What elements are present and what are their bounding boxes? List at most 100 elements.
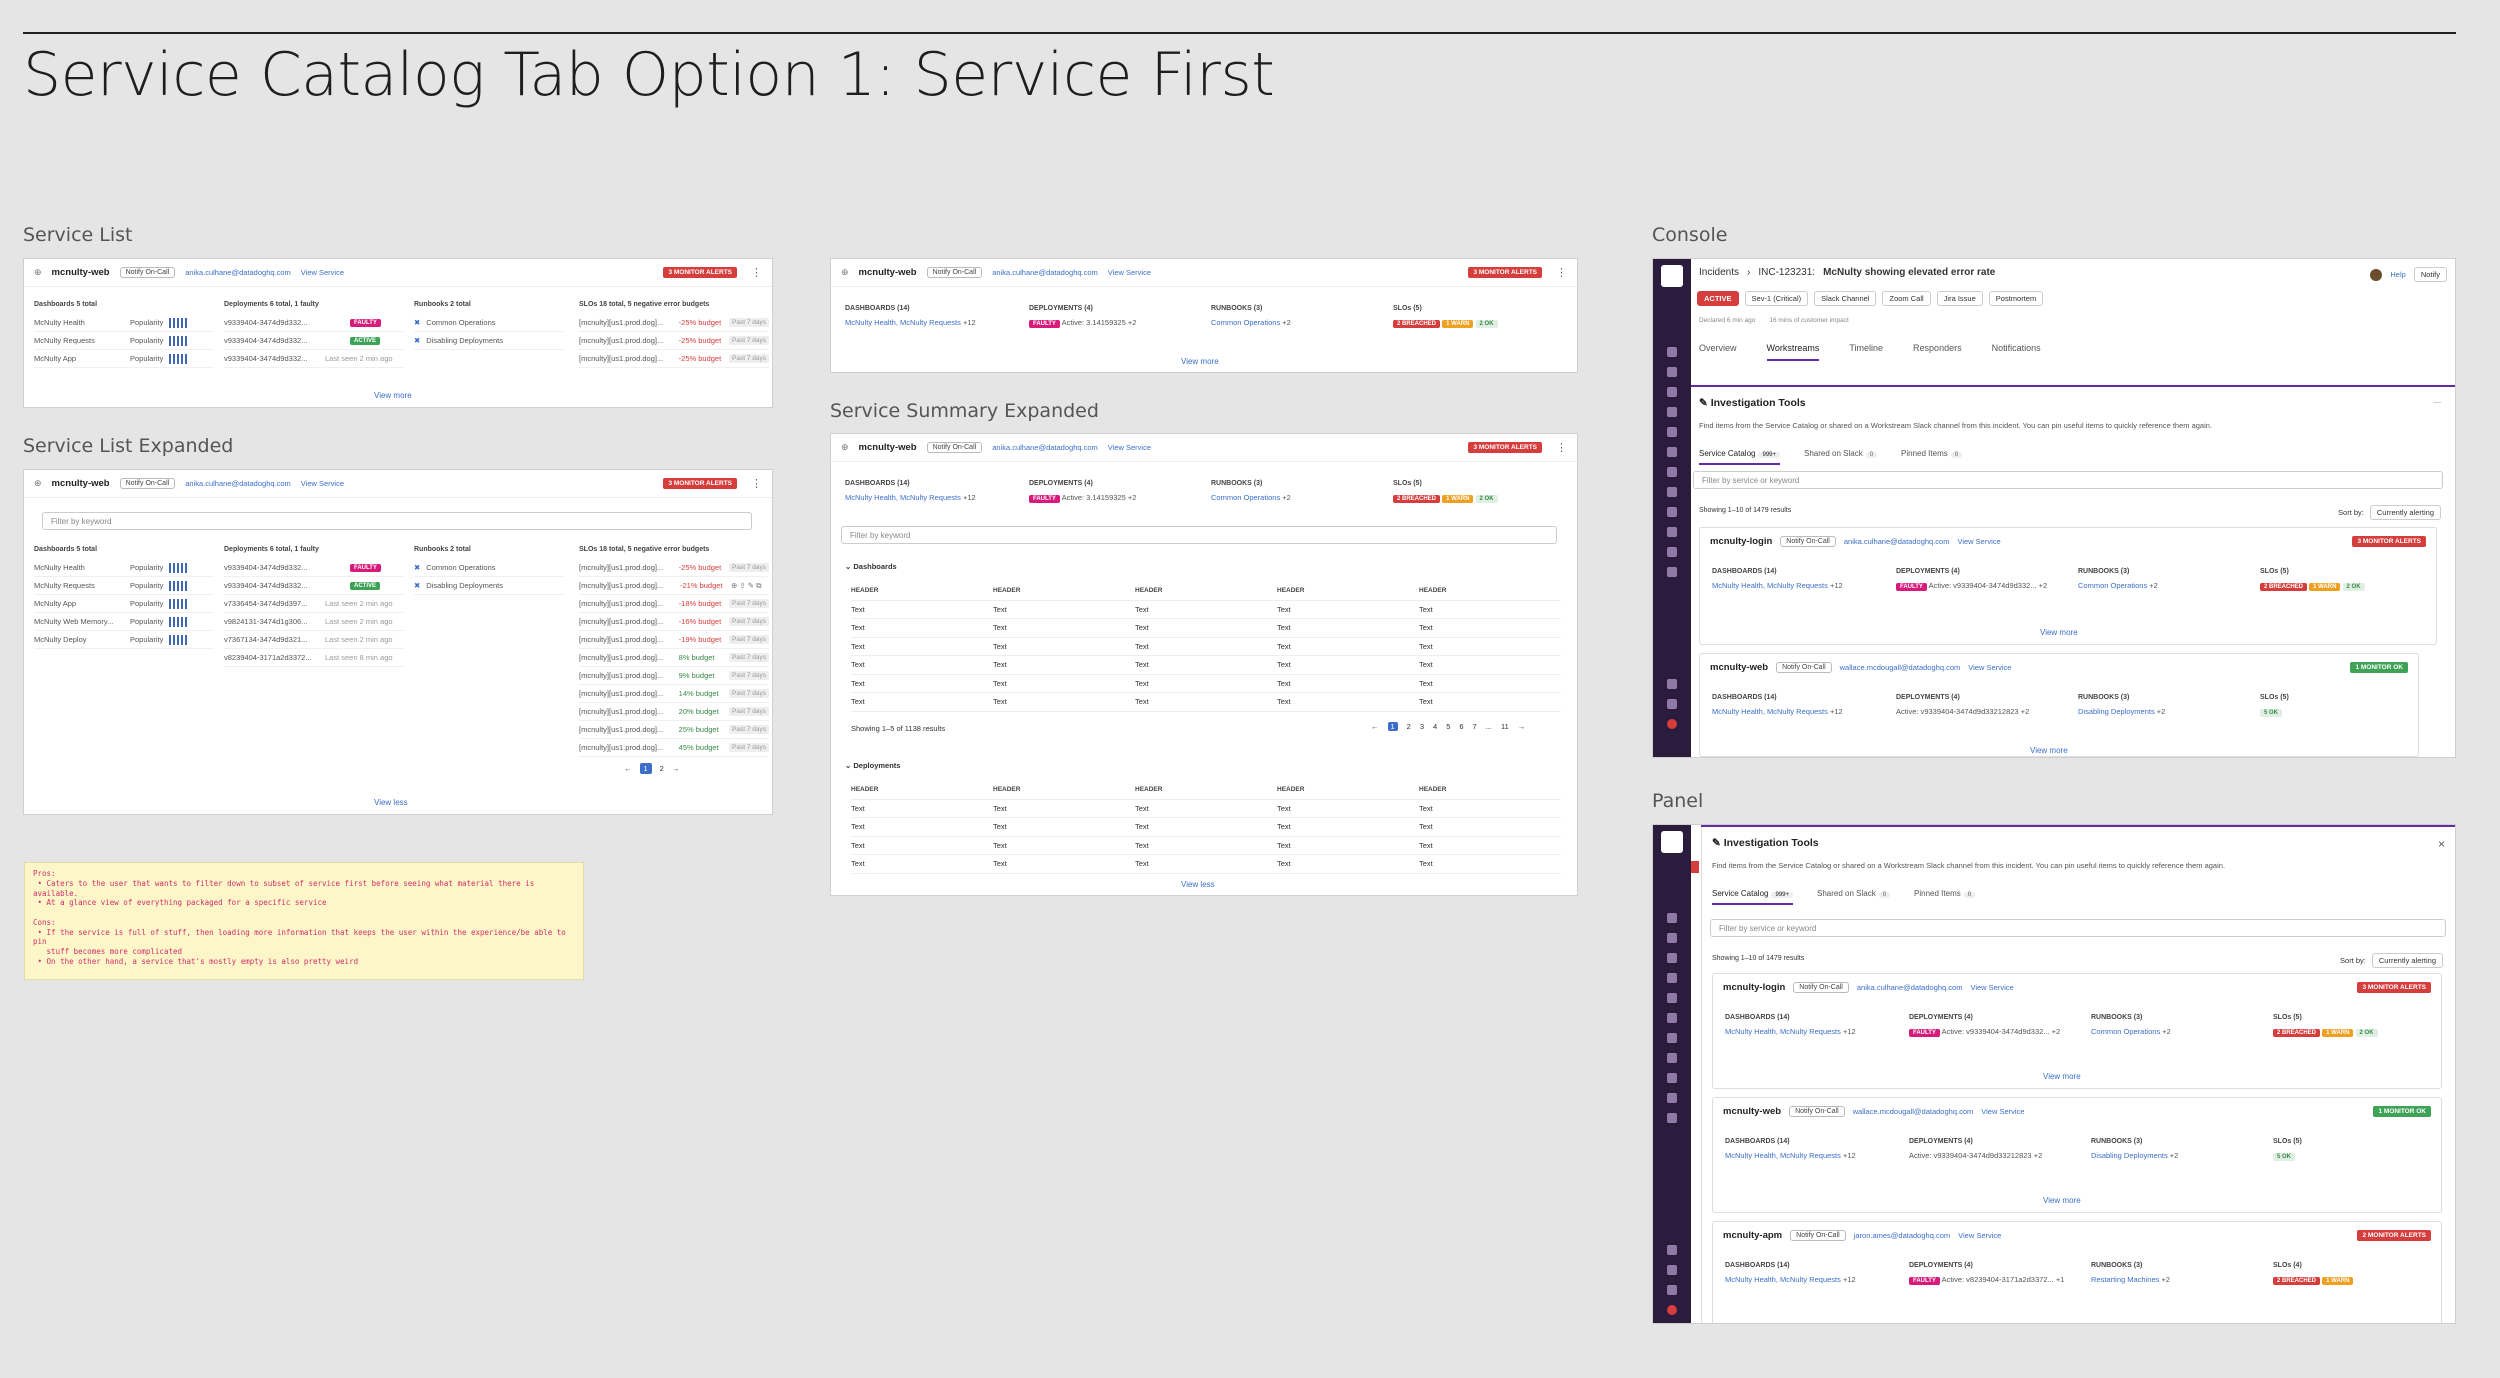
notify-oncall-button[interactable]: Notify On-Call bbox=[119, 267, 176, 278]
more-options-icon[interactable]: ⋮ bbox=[1556, 267, 1567, 279]
monitor-alerts-badge[interactable]: 3 MONITOR ALERTS bbox=[2357, 982, 2431, 993]
monitor-alerts-badge[interactable]: 3 MONITOR ALERTS bbox=[663, 267, 737, 278]
monitor-alerts-badge[interactable]: 3 MONITOR ALERTS bbox=[1468, 267, 1542, 278]
view-more-link[interactable]: View more bbox=[2030, 746, 2068, 755]
sort-dropdown[interactable]: Currently alerting bbox=[2369, 505, 2441, 520]
nav-icon[interactable] bbox=[1667, 1053, 1677, 1063]
owner-email[interactable]: jaron.ames@datadoghq.com bbox=[1853, 1231, 1951, 1240]
view-more-link[interactable]: View more bbox=[2040, 628, 2078, 637]
settings-icon[interactable] bbox=[1667, 1285, 1677, 1295]
monitor-ok-badge[interactable]: 1 MONITOR OK bbox=[2373, 1106, 2431, 1117]
list-item[interactable]: v7367134-3474d9d321... Last seen 2 min ag… bbox=[224, 631, 404, 649]
list-item[interactable]: v9339404-3474d9d332... Last seen 2 min ag… bbox=[224, 350, 404, 368]
list-item[interactable]: ✖ Common Operations bbox=[414, 559, 564, 577]
view-service-link[interactable]: View Service bbox=[1981, 1107, 2025, 1116]
service-filter-input[interactable]: Filter by service or keyword bbox=[1693, 471, 2443, 489]
list-item[interactable]: v9824131-3474d1g306... Last seen 2 min ag… bbox=[224, 613, 404, 631]
group-dashboards-toggle[interactable]: ⌄ Dashboards bbox=[845, 562, 897, 571]
table-row[interactable]: Text Text Text Text Text bbox=[851, 675, 1561, 693]
monitor-alerts-badge[interactable]: 3 MONITOR ALERTS bbox=[663, 478, 737, 489]
nav-icon[interactable] bbox=[1667, 487, 1677, 497]
list-item[interactable]: [mcnulty][us1.prod.dog]... 9% budget Past … bbox=[579, 667, 769, 685]
tab-timeline[interactable]: Timeline bbox=[1849, 343, 1884, 353]
page-button[interactable]: 7 bbox=[1472, 722, 1477, 731]
service-name[interactable]: mcnulty-apm bbox=[1723, 1230, 1783, 1241]
close-icon[interactable]: × bbox=[2437, 837, 2445, 851]
view-service-link[interactable]: View Service bbox=[300, 268, 345, 277]
page-button[interactable]: 11 bbox=[1500, 722, 1509, 731]
monitor-alerts-badge[interactable]: 2 MONITOR ALERTS bbox=[2357, 1230, 2431, 1241]
notify-oncall-button[interactable]: Notify On-Call bbox=[1789, 1106, 1845, 1117]
nav-icon[interactable] bbox=[1667, 973, 1677, 983]
list-item[interactable]: [mcnulty][us1.prod.dog]... -25% budget Pas… bbox=[579, 559, 769, 577]
list-item[interactable]: McNulty App Popularity bbox=[34, 350, 214, 368]
prev-page-icon[interactable]: ← bbox=[624, 764, 632, 773]
subtab-service-catalog[interactable]: Service Catalog 999+ bbox=[1699, 449, 1780, 465]
table-row[interactable]: Text Text Text Text Text bbox=[851, 656, 1561, 675]
owner-email[interactable]: anika.culhane@datadoghq.com bbox=[992, 443, 1098, 452]
list-item[interactable]: v9339404-3474d9d332... ACTIVE bbox=[224, 332, 404, 350]
service-name[interactable]: mcnulty-web bbox=[1710, 662, 1769, 673]
list-item[interactable]: [mcnulty][us1.prod.dog]... -25% budget Pas… bbox=[579, 314, 769, 332]
monitor-alerts-badge[interactable]: 3 MONITOR ALERTS bbox=[1468, 442, 1542, 453]
view-less-link[interactable]: View less bbox=[1181, 880, 1215, 889]
list-item[interactable]: v9339404-3474d9d332... ACTIVE bbox=[224, 577, 404, 595]
list-item[interactable]: [mcnulty][us1.prod.dog]... -16% budget Pas… bbox=[579, 613, 769, 631]
list-item[interactable]: [mcnulty][us1.prod.dog]... 20% budget Past… bbox=[579, 703, 769, 721]
nav-icon[interactable] bbox=[1667, 933, 1677, 943]
datadog-logo-icon[interactable] bbox=[1661, 265, 1683, 287]
datadog-logo-icon[interactable] bbox=[1661, 831, 1683, 853]
page-button[interactable]: 4 bbox=[1433, 722, 1438, 731]
nav-icon[interactable] bbox=[1667, 1013, 1677, 1023]
nav-icon[interactable] bbox=[1667, 467, 1677, 477]
nav-icon[interactable] bbox=[1667, 1073, 1677, 1083]
nav-icon[interactable] bbox=[1667, 407, 1677, 417]
notify-oncall-button[interactable]: Notify On-Call bbox=[1780, 536, 1836, 547]
notify-oncall-button[interactable]: Notify On-Call bbox=[1793, 982, 1849, 993]
prev-page-icon[interactable]: ← bbox=[1371, 722, 1379, 731]
service-name[interactable]: mcnulty-web bbox=[858, 267, 917, 278]
nav-icon[interactable] bbox=[1667, 527, 1677, 537]
notify-oncall-button[interactable]: Notify On-Call bbox=[1776, 662, 1832, 673]
service-name[interactable]: mcnulty-web bbox=[1723, 1106, 1782, 1117]
list-item[interactable]: McNulty Web Memory... Popularity bbox=[34, 613, 214, 631]
nav-icon[interactable] bbox=[1667, 547, 1677, 557]
more-options-icon[interactable]: ⋮ bbox=[751, 478, 762, 490]
list-item[interactable]: [mcnulty][us1.prod.dog]... 8% budget Past … bbox=[579, 649, 769, 667]
view-more-link[interactable]: View more bbox=[2043, 1196, 2081, 1205]
list-item[interactable]: v9339404-3474d9d332... FAULTY bbox=[224, 314, 404, 332]
table-row[interactable]: Text Text Text Text Text bbox=[851, 800, 1561, 818]
view-service-link[interactable]: View Service bbox=[1107, 443, 1152, 452]
list-item[interactable]: [mcnulty][us1.prod.dog]... -18% budget Pas… bbox=[579, 595, 769, 613]
monitor-alerts-badge[interactable]: 3 MONITOR ALERTS bbox=[2352, 536, 2426, 547]
owner-email[interactable]: anika.culhane@datadoghq.com bbox=[185, 268, 291, 277]
slack-channel-button[interactable]: Slack Channel bbox=[1814, 291, 1877, 306]
notify-button[interactable]: Notify bbox=[2413, 267, 2447, 282]
tab-responders[interactable]: Responders bbox=[1913, 343, 1962, 353]
subtab-pinned-items[interactable]: Pinned Items 0 bbox=[1914, 889, 1976, 905]
subtab-service-catalog[interactable]: Service Catalog 999+ bbox=[1712, 889, 1793, 905]
list-item[interactable]: [mcnulty][us1.prod.dog]... -19% budget Pas… bbox=[579, 631, 769, 649]
view-service-link[interactable]: View Service bbox=[1958, 1231, 2002, 1240]
list-item[interactable]: McNulty Deploy Popularity bbox=[34, 631, 214, 649]
list-item[interactable]: v8239404-3171a2d3372... Last seen 8 min a… bbox=[224, 649, 404, 667]
table-row[interactable]: Text Text Text Text Text bbox=[851, 837, 1561, 855]
nav-icon[interactable] bbox=[1667, 367, 1677, 377]
list-item[interactable]: [mcnulty][us1.prod.dog]... -25% budget Pas… bbox=[579, 350, 769, 368]
pin-icon[interactable]: ⊕ bbox=[34, 478, 42, 488]
postmortem-button[interactable]: Postmortem bbox=[1988, 291, 2044, 306]
owner-email[interactable]: anika.culhane@datadoghq.com bbox=[185, 479, 291, 488]
collapse-icon[interactable]: — bbox=[2433, 397, 2442, 406]
list-item[interactable]: v9339404-3474d9d332... FAULTY bbox=[224, 559, 404, 577]
page-button[interactable]: 3 bbox=[1419, 722, 1425, 731]
nav-icon[interactable] bbox=[1667, 1093, 1677, 1103]
severity-dropdown[interactable]: Sev-1 (Critical) bbox=[1744, 291, 1809, 306]
nav-icon[interactable] bbox=[1667, 953, 1677, 963]
table-row[interactable]: Text Text Text Text Text bbox=[851, 619, 1561, 638]
tab-overview[interactable]: Overview bbox=[1699, 343, 1737, 353]
page-button[interactable]: 2 bbox=[659, 764, 664, 773]
owner-email[interactable]: wallace.mcdougall@datadoghq.com bbox=[1852, 1107, 1974, 1116]
nav-icon[interactable] bbox=[1667, 387, 1677, 397]
table-row[interactable]: Text Text Text Text Text bbox=[851, 693, 1561, 712]
view-service-link[interactable]: View Service bbox=[1107, 268, 1152, 277]
